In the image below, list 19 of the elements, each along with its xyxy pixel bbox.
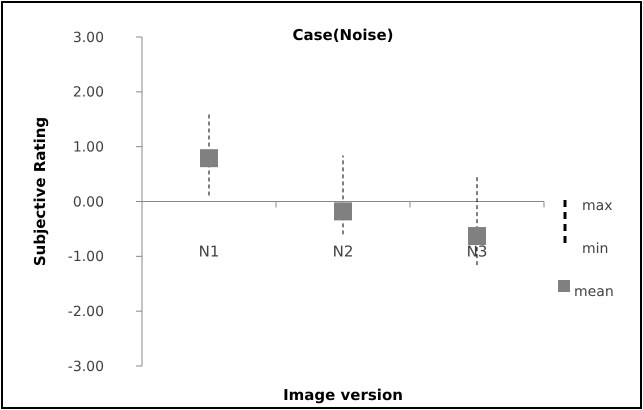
x-tick-label: N3 (466, 242, 488, 260)
x-tick-label: N2 (332, 242, 354, 260)
chart-title: Case(Noise) (292, 26, 394, 44)
y-tick-label: 3.00 (72, 30, 104, 46)
y-tick-label: -2.00 (68, 304, 104, 320)
text: min (582, 241, 608, 257)
legend-label: mean (574, 284, 614, 300)
y-tick-label: 1.00 (72, 140, 104, 156)
y-tick-label: 2.00 (72, 84, 104, 101)
x-axis-title: Image version (283, 386, 403, 404)
y-tick-label: 0.00 (72, 194, 104, 210)
x-tick-label: N1 (198, 242, 220, 260)
point (334, 202, 352, 220)
y-axis-title: Subjective Rating (31, 116, 49, 266)
y-tick-label: -3.00 (68, 358, 104, 375)
point (468, 227, 486, 246)
y-tick-label: -1.00 (68, 249, 104, 266)
point (200, 149, 218, 168)
text: max (582, 198, 613, 214)
